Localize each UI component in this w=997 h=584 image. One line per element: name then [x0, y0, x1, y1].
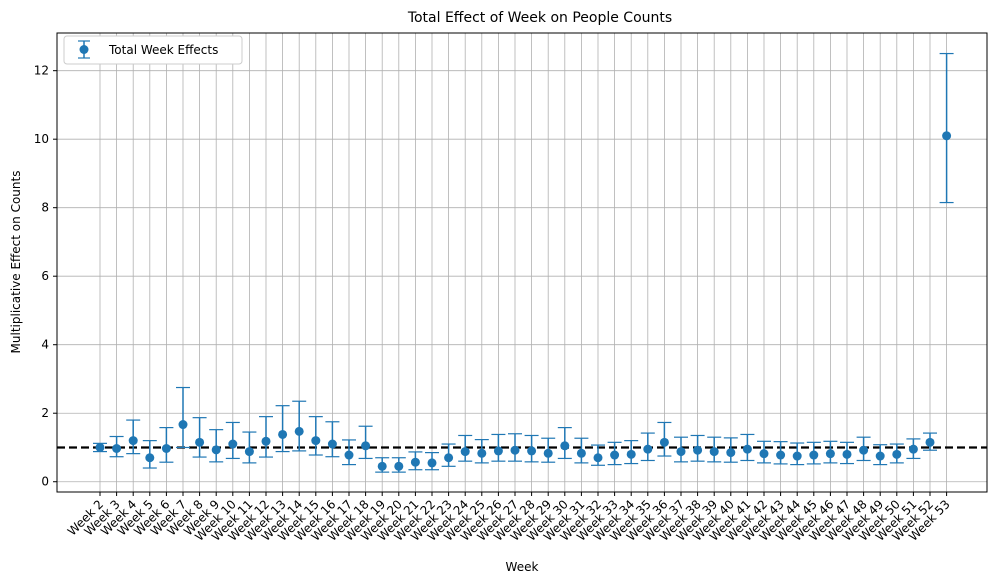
- data-point: [659, 437, 669, 447]
- legend-box: [63, 35, 243, 65]
- data-point: [161, 443, 171, 453]
- data-point: [543, 448, 553, 458]
- y-tick-label: 2: [41, 406, 49, 420]
- data-point: [244, 447, 254, 457]
- data-point: [576, 448, 586, 458]
- data-point: [942, 131, 952, 141]
- data-point: [925, 437, 935, 447]
- data-point: [892, 449, 902, 459]
- y-tick-label: 12: [34, 64, 49, 78]
- data-point: [776, 450, 786, 460]
- data-point: [145, 453, 155, 463]
- data-point: [560, 441, 570, 451]
- data-point: [311, 436, 321, 446]
- data-point: [410, 457, 420, 467]
- data-point: [261, 436, 271, 446]
- data-point: [643, 444, 653, 454]
- y-tick-label: 10: [34, 132, 49, 146]
- data-point: [742, 444, 752, 454]
- data-point: [394, 461, 404, 471]
- plot-frame: [56, 32, 988, 493]
- data-point: [477, 448, 487, 458]
- y-tick-label: 8: [41, 201, 49, 215]
- data-points: [95, 131, 952, 471]
- data-point: [510, 445, 520, 455]
- data-point: [460, 447, 470, 457]
- data-point: [444, 453, 454, 463]
- legend: Total Week Effects: [63, 35, 243, 65]
- data-point: [327, 439, 337, 449]
- y-tick-label: 4: [41, 338, 49, 352]
- data-point: [759, 449, 769, 459]
- data-point: [726, 448, 736, 458]
- data-point: [344, 450, 354, 460]
- data-point: [676, 447, 686, 457]
- data-point: [908, 444, 918, 454]
- data-point: [859, 445, 869, 455]
- y-tick-label: 6: [41, 269, 49, 283]
- data-point: [361, 441, 371, 451]
- data-point: [626, 449, 636, 459]
- data-point: [377, 461, 387, 471]
- data-point: [493, 446, 503, 456]
- data-point: [178, 420, 188, 430]
- data-point: [195, 437, 205, 447]
- data-point: [693, 445, 703, 455]
- legend-label: Total Week Effects: [108, 43, 218, 57]
- data-point: [825, 449, 835, 459]
- data-point: [95, 442, 105, 452]
- data-point: [527, 446, 537, 456]
- y-tick-label: 0: [41, 475, 49, 489]
- data-point: [427, 458, 437, 468]
- y-axis-ticks: 0 2 4 6 8 10 12: [34, 64, 57, 489]
- chart-title: Total Effect of Week on People Counts: [407, 10, 672, 26]
- y-axis-label: Multiplicative Effect on Counts: [9, 171, 23, 354]
- error-bars: [93, 52, 954, 473]
- data-point: [842, 449, 852, 459]
- x-axis-label: Week: [506, 560, 539, 574]
- data-point: [875, 451, 885, 461]
- data-point: [709, 447, 719, 457]
- data-point: [228, 439, 238, 449]
- data-point: [211, 445, 221, 455]
- data-point: [112, 443, 122, 453]
- data-point: [294, 426, 304, 436]
- data-point: [593, 453, 603, 463]
- data-point: [809, 450, 819, 460]
- data-point: [278, 429, 288, 439]
- data-point: [128, 436, 138, 446]
- data-point: [792, 451, 802, 461]
- grid-lines: [57, 33, 987, 492]
- data-point: [610, 450, 620, 460]
- legend-marker: [79, 45, 89, 54]
